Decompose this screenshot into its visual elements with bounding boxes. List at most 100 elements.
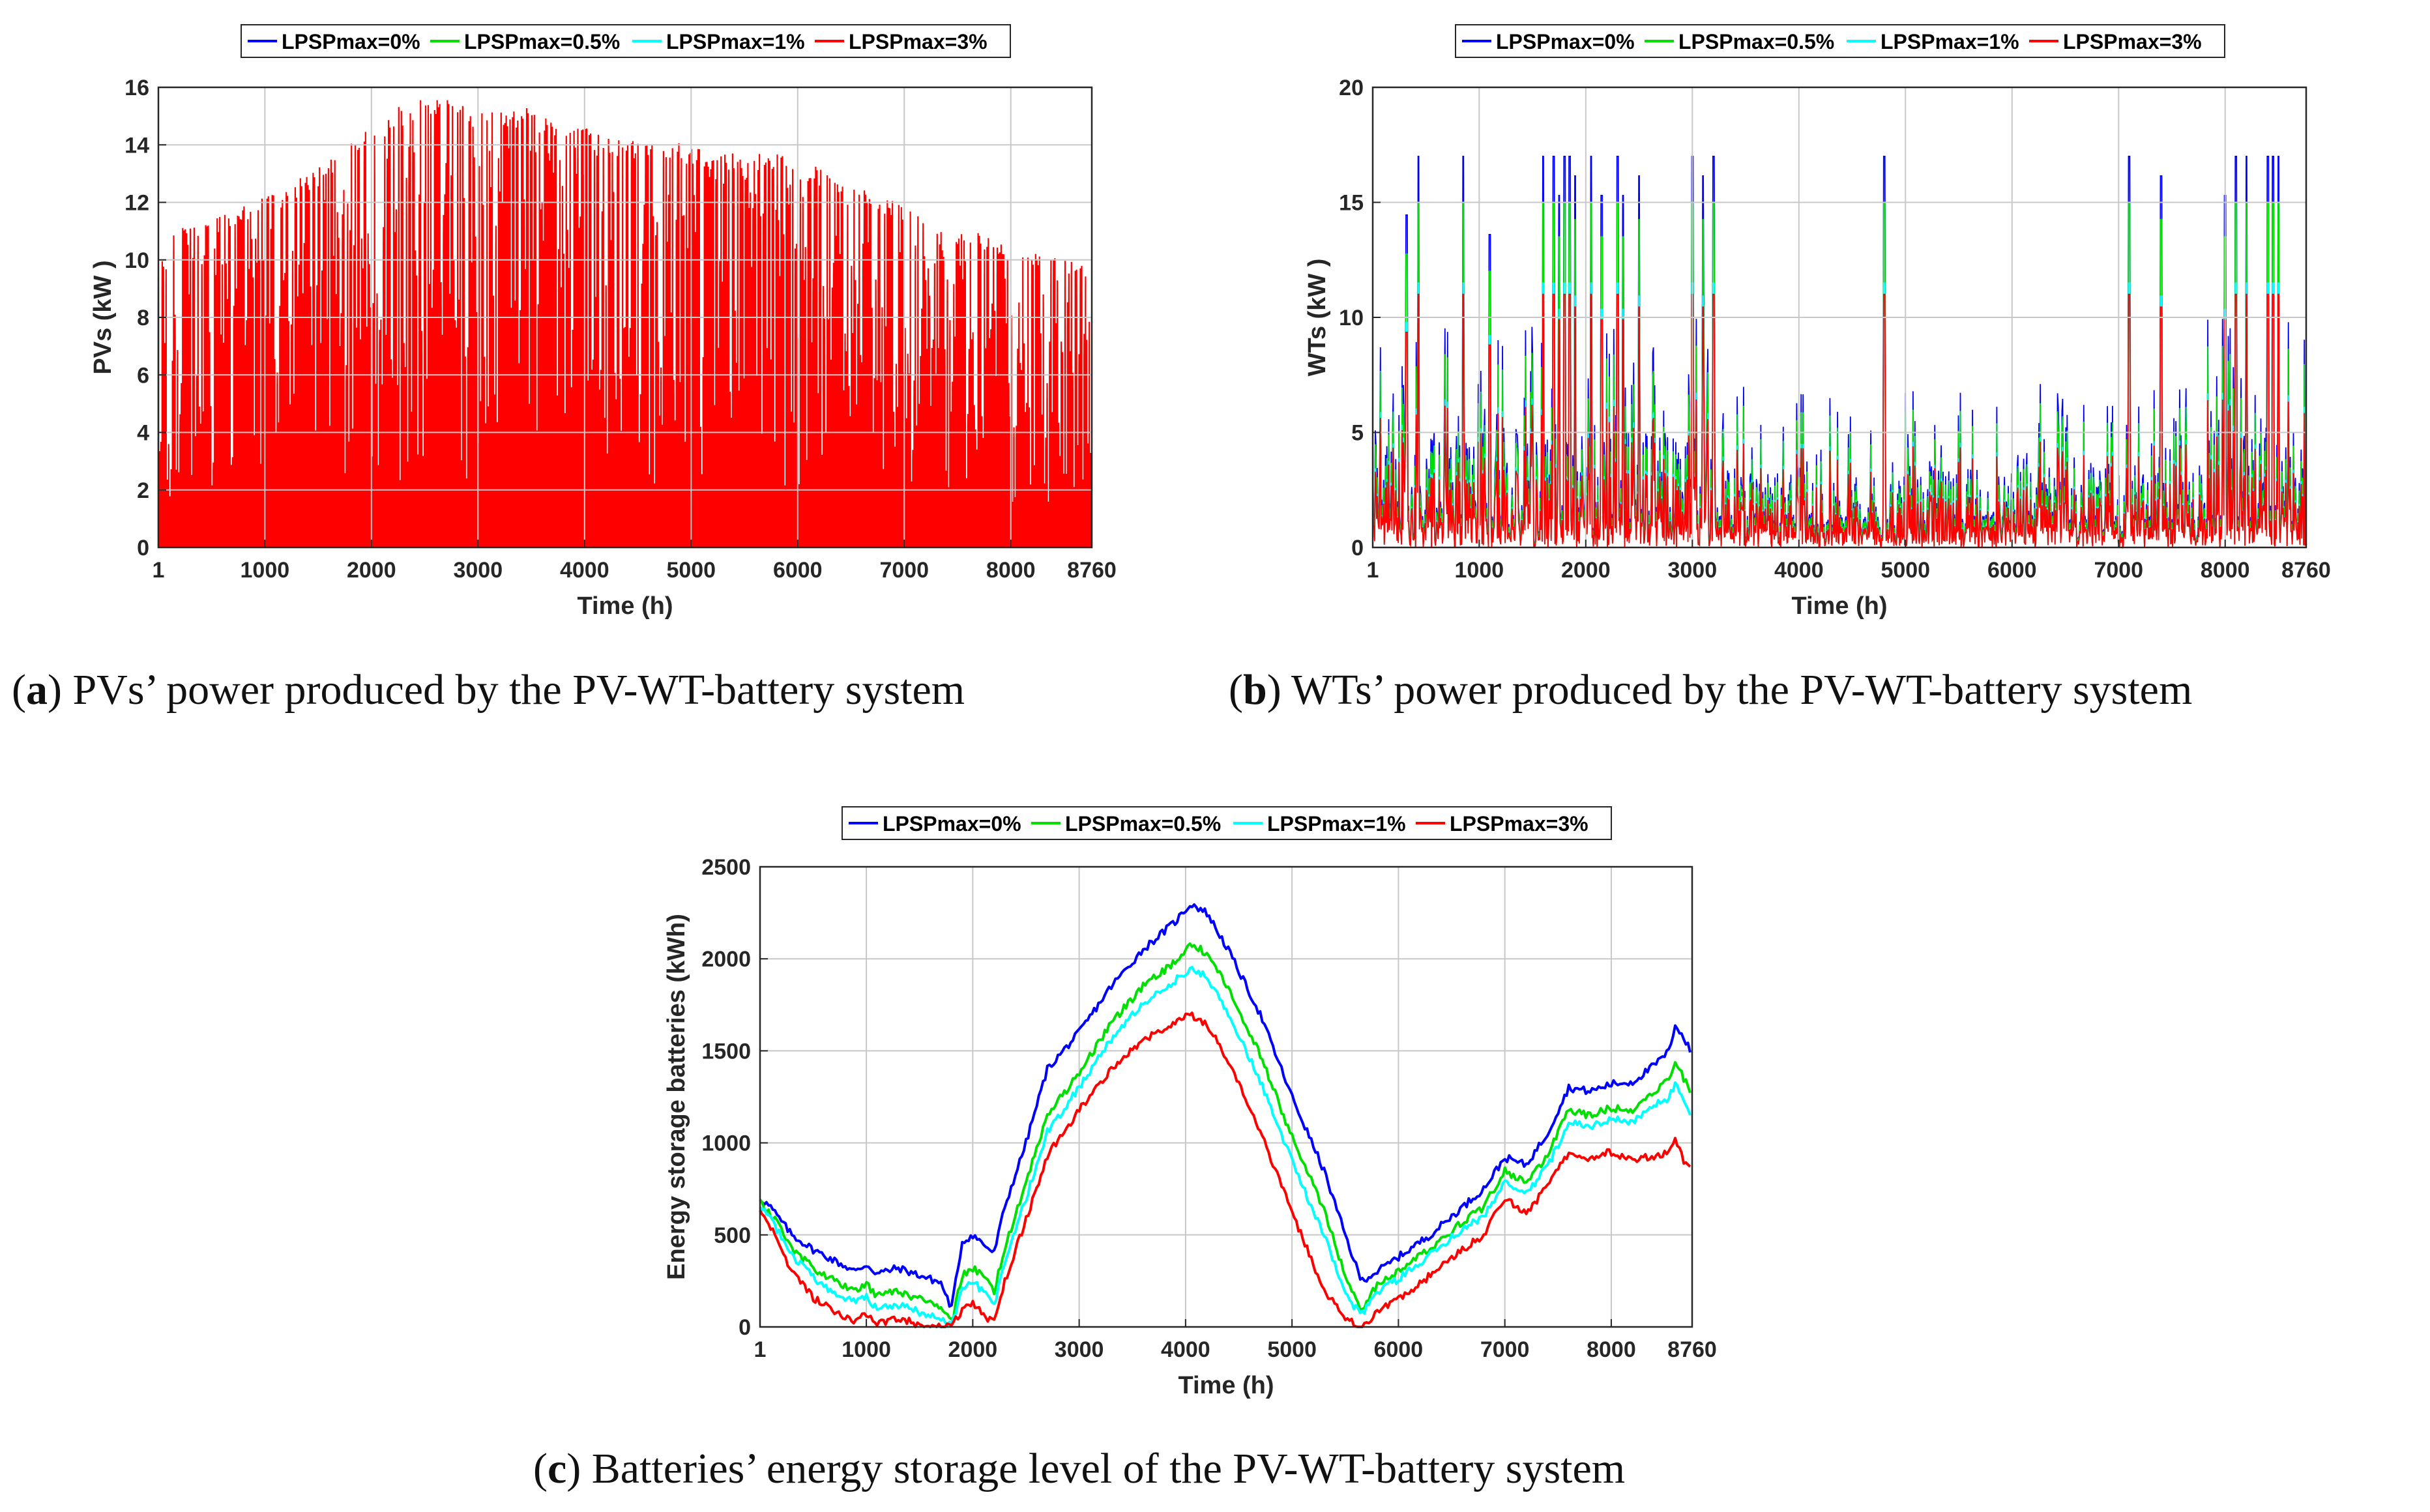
- legend-label-1: LPSPmax=0.5%: [464, 30, 620, 53]
- x-tick-label: 1: [1367, 558, 1379, 583]
- panel-a-y-ticks: 0 2 4 6 8 10 12 14 16: [124, 76, 166, 560]
- x-tick-label: 8760: [1667, 1337, 1717, 1362]
- x-tick-label: 8760: [2281, 558, 2331, 583]
- y-tick-label: 2000: [701, 947, 751, 972]
- x-tick-label: 3000: [1667, 558, 1717, 583]
- panel-a-grid: [158, 87, 1092, 547]
- legend-label-2: LPSPmax=1%: [1267, 812, 1406, 836]
- y-tick-label: 15: [1339, 191, 1364, 216]
- x-tick-label: 5000: [666, 558, 716, 583]
- panel-a: 1 1000 2000 3000 4000 5000 6000 7000 8000 8760 0 2…: [12, 24, 1117, 714]
- y-tick-label: 1000: [701, 1131, 751, 1156]
- x-tick-label: 2000: [1561, 558, 1611, 583]
- panel-c-legend: LPSPmax=0% LPSPmax=0.5% LPSPmax=1% LPSPm…: [842, 806, 1612, 840]
- y-tick-label: 10: [124, 248, 149, 273]
- x-tick-label: 6000: [1374, 1337, 1424, 1362]
- x-tick-label: 8760: [1067, 558, 1117, 583]
- panel-b-ylabel: WTs (kW ): [1304, 259, 1331, 377]
- panel-b-grid: [1373, 87, 2306, 547]
- x-tick-label: 8000: [2201, 558, 2250, 583]
- x-tick-label: 2000: [347, 558, 396, 583]
- y-tick-label: 0: [739, 1315, 751, 1340]
- x-tick-label: 5000: [1881, 558, 1930, 583]
- panel-c-caption: (c) Batteries’ energy storage level of t…: [533, 1445, 1625, 1492]
- legend-label-3: LPSPmax=3%: [849, 30, 988, 53]
- x-tick-label: 7000: [2094, 558, 2143, 583]
- series-line-0: [759, 903, 1691, 1308]
- panel-b-y-ticks: 0 5 10 15 20: [1339, 76, 1381, 560]
- legend-label-3: LPSPmax=3%: [1450, 812, 1588, 836]
- x-tick-label: 1000: [842, 1337, 891, 1362]
- panel-b-series: [1372, 155, 2307, 549]
- y-tick-label: 0: [137, 536, 149, 560]
- panel-a-x-ticks: 1 1000 2000 3000 4000 5000 6000 7000 8000 8760: [153, 540, 1117, 583]
- legend-box: [241, 24, 1011, 58]
- legend-box: [842, 806, 1612, 840]
- legend-label-3: LPSPmax=3%: [2063, 30, 2202, 53]
- panel-c-x-ticks: 1 1000 2000 3000 4000 5000 6000 7000 8000 8760: [754, 1319, 1717, 1362]
- panel-c: 1 1000 2000 3000 4000 5000 6000 7000 8000 8760 0 5…: [533, 806, 1717, 1492]
- legend-label-0: LPSPmax=0%: [282, 30, 420, 53]
- y-tick-label: 6: [137, 363, 149, 388]
- legend-label-0: LPSPmax=0%: [883, 812, 1021, 836]
- legend-label-1: LPSPmax=0.5%: [1678, 30, 1834, 53]
- x-tick-label: 6000: [773, 558, 823, 583]
- series-line-3: [1372, 293, 2307, 549]
- x-tick-label: 4000: [1161, 1337, 1210, 1362]
- x-tick-label: 8000: [1587, 1337, 1636, 1362]
- x-tick-label: 8000: [986, 558, 1036, 583]
- legend-label-0: LPSPmax=0%: [1496, 30, 1635, 53]
- panel-b: 1 1000 2000 3000 4000 5000 6000 7000 8000 8760 0 5…: [1229, 24, 2331, 714]
- x-tick-label: 4000: [560, 558, 609, 583]
- panel-c-axes-box: [759, 865, 1693, 1328]
- y-tick-label: 5: [1351, 421, 1364, 446]
- panel-b-x-ticks: 1 1000 2000 3000 4000 5000 6000 7000 8000 8760: [1367, 540, 2331, 583]
- panel-b-legend: LPSPmax=0% LPSPmax=0.5% LPSPmax=1% LPSPm…: [1455, 24, 2225, 58]
- panel-a-xlabel: Time (h): [577, 592, 673, 620]
- y-tick-label: 4: [137, 421, 149, 446]
- x-tick-label: 5000: [1267, 1337, 1317, 1362]
- panel-c-series: [759, 903, 1691, 1328]
- panel-c-xlabel: Time (h): [1178, 1372, 1274, 1399]
- panel-a-series: [157, 100, 1092, 547]
- panel-c-y-ticks: 0 500 1000 1500 2000 2500: [701, 855, 768, 1340]
- x-tick-label: 2000: [948, 1337, 998, 1362]
- panel-a-ylabel: PVs (kW ): [89, 260, 117, 374]
- y-tick-label: 16: [124, 76, 149, 100]
- x-tick-label: 6000: [1987, 558, 2037, 583]
- legend-label-2: LPSPmax=1%: [666, 30, 805, 53]
- series-line-1: [759, 942, 1691, 1321]
- panel-c-grid: [760, 867, 1692, 1327]
- y-tick-label: 2: [137, 478, 149, 503]
- panel-c-ylabel: Energy storage batteries (kWh): [663, 914, 690, 1280]
- legend-label-2: LPSPmax=1%: [1881, 30, 2019, 53]
- y-tick-label: 14: [124, 133, 149, 158]
- x-tick-label: 3000: [453, 558, 503, 583]
- y-tick-label: 2500: [701, 855, 751, 880]
- panel-b-caption: (b) WTs’ power produced by the PV-WT-bat…: [1229, 666, 2192, 714]
- x-tick-label: 7000: [1480, 1337, 1530, 1362]
- y-tick-label: 0: [1351, 536, 1364, 560]
- x-tick-label: 1000: [1455, 558, 1504, 583]
- x-tick-label: 3000: [1055, 1337, 1104, 1362]
- x-tick-label: 1: [153, 558, 165, 583]
- x-tick-label: 1: [754, 1337, 767, 1362]
- series-line-3: [759, 1011, 1691, 1328]
- x-tick-label: 7000: [879, 558, 929, 583]
- y-tick-label: 20: [1339, 76, 1364, 100]
- x-tick-label: 4000: [1774, 558, 1824, 583]
- series-line-2: [759, 966, 1691, 1327]
- panel-b-xlabel: Time (h): [1791, 592, 1887, 620]
- x-tick-label: 1000: [241, 558, 290, 583]
- y-tick-label: 12: [124, 191, 149, 216]
- y-tick-label: 500: [714, 1223, 751, 1248]
- y-tick-label: 1500: [701, 1039, 751, 1064]
- panel-a-legend: LPSPmax=0% LPSPmax=0.5% LPSPmax=1% LPSPm…: [241, 24, 1011, 58]
- legend-label-1: LPSPmax=0.5%: [1065, 812, 1221, 836]
- y-tick-label: 8: [137, 306, 149, 330]
- y-tick-label: 10: [1339, 306, 1364, 330]
- legend-box: [1455, 24, 2225, 58]
- panel-a-caption: (a) PVs’ power produced by the PV-WT-bat…: [12, 666, 965, 714]
- series-line-3: [157, 100, 1092, 547]
